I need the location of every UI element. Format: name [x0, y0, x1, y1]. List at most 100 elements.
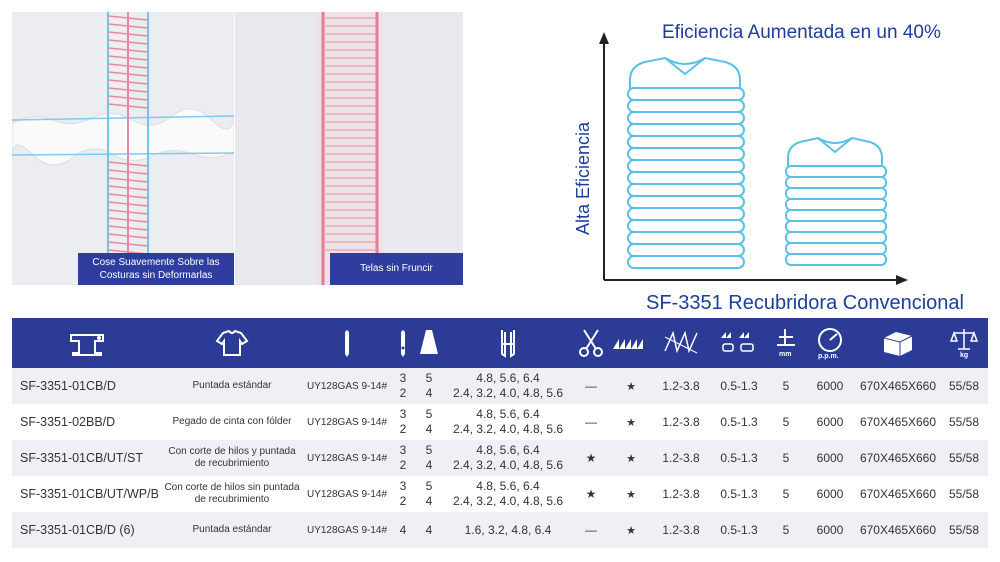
speed-cell: 6000: [816, 415, 844, 429]
scissors-icon: [572, 318, 610, 368]
model-cell: SF-3351-01CB/D: [20, 379, 116, 393]
mm-unit-label: mm: [779, 351, 791, 358]
needle-icon: [302, 318, 392, 368]
garment-icon: [162, 318, 302, 368]
threads-bottom: 4: [425, 494, 433, 508]
application-cell: Puntada estándar: [192, 380, 272, 391]
weight-cell: 55/58: [948, 523, 980, 537]
table-row: SF-3351-01CB/D (6) Puntada estándar UY128G…: [12, 512, 988, 548]
speed-cell: 6000: [816, 487, 844, 501]
dimensions-cell: 670X465X660: [859, 523, 937, 537]
model-cell: SF-3351-01CB/UT/ST: [20, 451, 143, 465]
differential-cell: 0.5-1.3: [720, 415, 758, 429]
short-shirt-stack-icon: [785, 136, 887, 266]
threads-top: 5: [425, 479, 433, 493]
differential-cell: 0.5-1.3: [720, 451, 758, 465]
model-cell: SF-3351-01CB/D (6): [20, 523, 135, 537]
threads-bottom: 4: [425, 458, 433, 472]
threads-bottom: 4: [425, 422, 433, 436]
thread-cutter-cell: ★: [585, 487, 597, 501]
table-header: mm p.p.m. kg: [12, 318, 988, 368]
gauge-top: 4.8, 5.6, 6.4: [476, 479, 540, 493]
thread-cutter-cell: —: [585, 415, 597, 429]
thread-cutter-cell: ★: [585, 451, 597, 465]
dimensions-cell: 670X465X660: [859, 451, 937, 465]
box-dimensions-icon: [856, 318, 940, 368]
weight-cell: 55/58: [948, 487, 980, 501]
tall-shirt-stack-icon: [627, 56, 745, 269]
gauge-bottom: 2.4, 3.2, 4.0, 4.8, 5.6: [452, 494, 564, 508]
gauge-top: 1.6, 3.2, 4.8, 6.4: [464, 522, 552, 537]
gauge-top: 4.8, 5.6, 6.4: [476, 371, 540, 385]
foot-lift-cell: 5: [782, 451, 790, 465]
needle-type-cell: UY128GAS 9-14#: [306, 416, 388, 428]
threads-top: 5: [425, 443, 433, 457]
stitch-length-cell: 1.2-3.8: [662, 451, 700, 465]
table-body: SF-3351-01CB/D Puntada estándar UY128GAS 9…: [12, 368, 988, 548]
differential-cell: 0.5-1.3: [720, 379, 758, 393]
feed-cell: ★: [626, 524, 636, 537]
foot-lift-cell: 5: [782, 487, 790, 501]
needles-top: 3: [399, 407, 407, 421]
gauge-bottom: 2.4, 3.2, 4.0, 4.8, 5.6: [452, 422, 564, 436]
needles-top: 3: [399, 371, 407, 385]
needles-top: 3: [399, 479, 407, 493]
model-cell: SF-3351-02BB/D: [20, 415, 116, 429]
stitch-length-icon: mm: [768, 318, 804, 368]
speed-gauge-icon: p.p.m.: [804, 318, 856, 368]
fabric-stitch-illustration: [12, 12, 234, 285]
speed-cell: 6000: [816, 523, 844, 537]
stitch-length-cell: 1.2-3.8: [662, 415, 700, 429]
feed-dog-icon: [610, 318, 652, 368]
needle-type-cell: UY128GAS 9-14#: [306, 524, 388, 536]
differential-cell: 0.5-1.3: [720, 523, 758, 537]
stitch-length-cell: 1.2-3.8: [662, 487, 700, 501]
application-cell: Puntada estándar: [192, 524, 272, 535]
needle-type-cell: UY128GAS 9-14#: [306, 380, 388, 392]
table-row: SF-3351-01CB/D Puntada estándar UY128GAS 9…: [12, 368, 988, 404]
needle-type-cell: UY128GAS 9-14#: [306, 452, 388, 464]
needles-bottom: 2: [399, 458, 407, 472]
needles-bottom: 2: [399, 422, 407, 436]
stitch-length-cell: 1.2-3.8: [662, 523, 700, 537]
needle-thread-icon: [392, 318, 414, 368]
stitched-fabric-photo: [12, 12, 234, 285]
foot-lift-cell: 5: [782, 415, 790, 429]
weight-cell: 55/58: [948, 451, 980, 465]
fabric-seam-illustration: [235, 12, 463, 285]
model-cell: SF-3351-01CB/UT/WP/B: [20, 487, 159, 501]
left-photo-caption: Cose Suavemente Sobre las Costuras sin D…: [78, 253, 234, 285]
gauge-cell: 4.8, 5.6, 6.4 2.4, 3.2, 4.0, 4.8, 5.6: [444, 440, 572, 476]
feed-cell: ★: [626, 452, 636, 465]
flat-fabric-photo: [235, 12, 463, 285]
sewing-machine-icon: [12, 318, 162, 368]
presser-foot-icon: [444, 318, 572, 368]
dimensions-cell: 670X465X660: [859, 415, 937, 429]
table-row: SF-3351-01CB/UT/ST Con corte de hilos y p…: [12, 440, 988, 476]
thread-cutter-cell: —: [585, 379, 597, 393]
threads-top: 4: [425, 522, 433, 537]
dimensions-cell: 670X465X660: [859, 487, 937, 501]
feed-cell: ★: [626, 380, 636, 393]
right-photo-caption: Telas sin Fruncir: [330, 253, 463, 285]
speed-unit-label: p.p.m.: [818, 353, 839, 360]
gauge-cell: 1.6, 3.2, 4.8, 6.4: [444, 512, 572, 548]
table-row: SF-3351-02BB/D Pegado de cinta con fólder…: [12, 404, 988, 440]
gauge-cell: 4.8, 5.6, 6.4 2.4, 3.2, 4.0, 4.8, 5.6: [444, 476, 572, 512]
speed-cell: 6000: [816, 451, 844, 465]
axes: [599, 32, 908, 285]
weight-cell: 55/58: [948, 379, 980, 393]
gauge-bottom: 2.4, 3.2, 4.0, 4.8, 5.6: [452, 386, 564, 400]
gauge-top: 4.8, 5.6, 6.4: [476, 443, 540, 457]
needles-top: 3: [399, 443, 407, 457]
efficiency-graphic: [599, 32, 908, 285]
threads-top: 5: [425, 371, 433, 385]
